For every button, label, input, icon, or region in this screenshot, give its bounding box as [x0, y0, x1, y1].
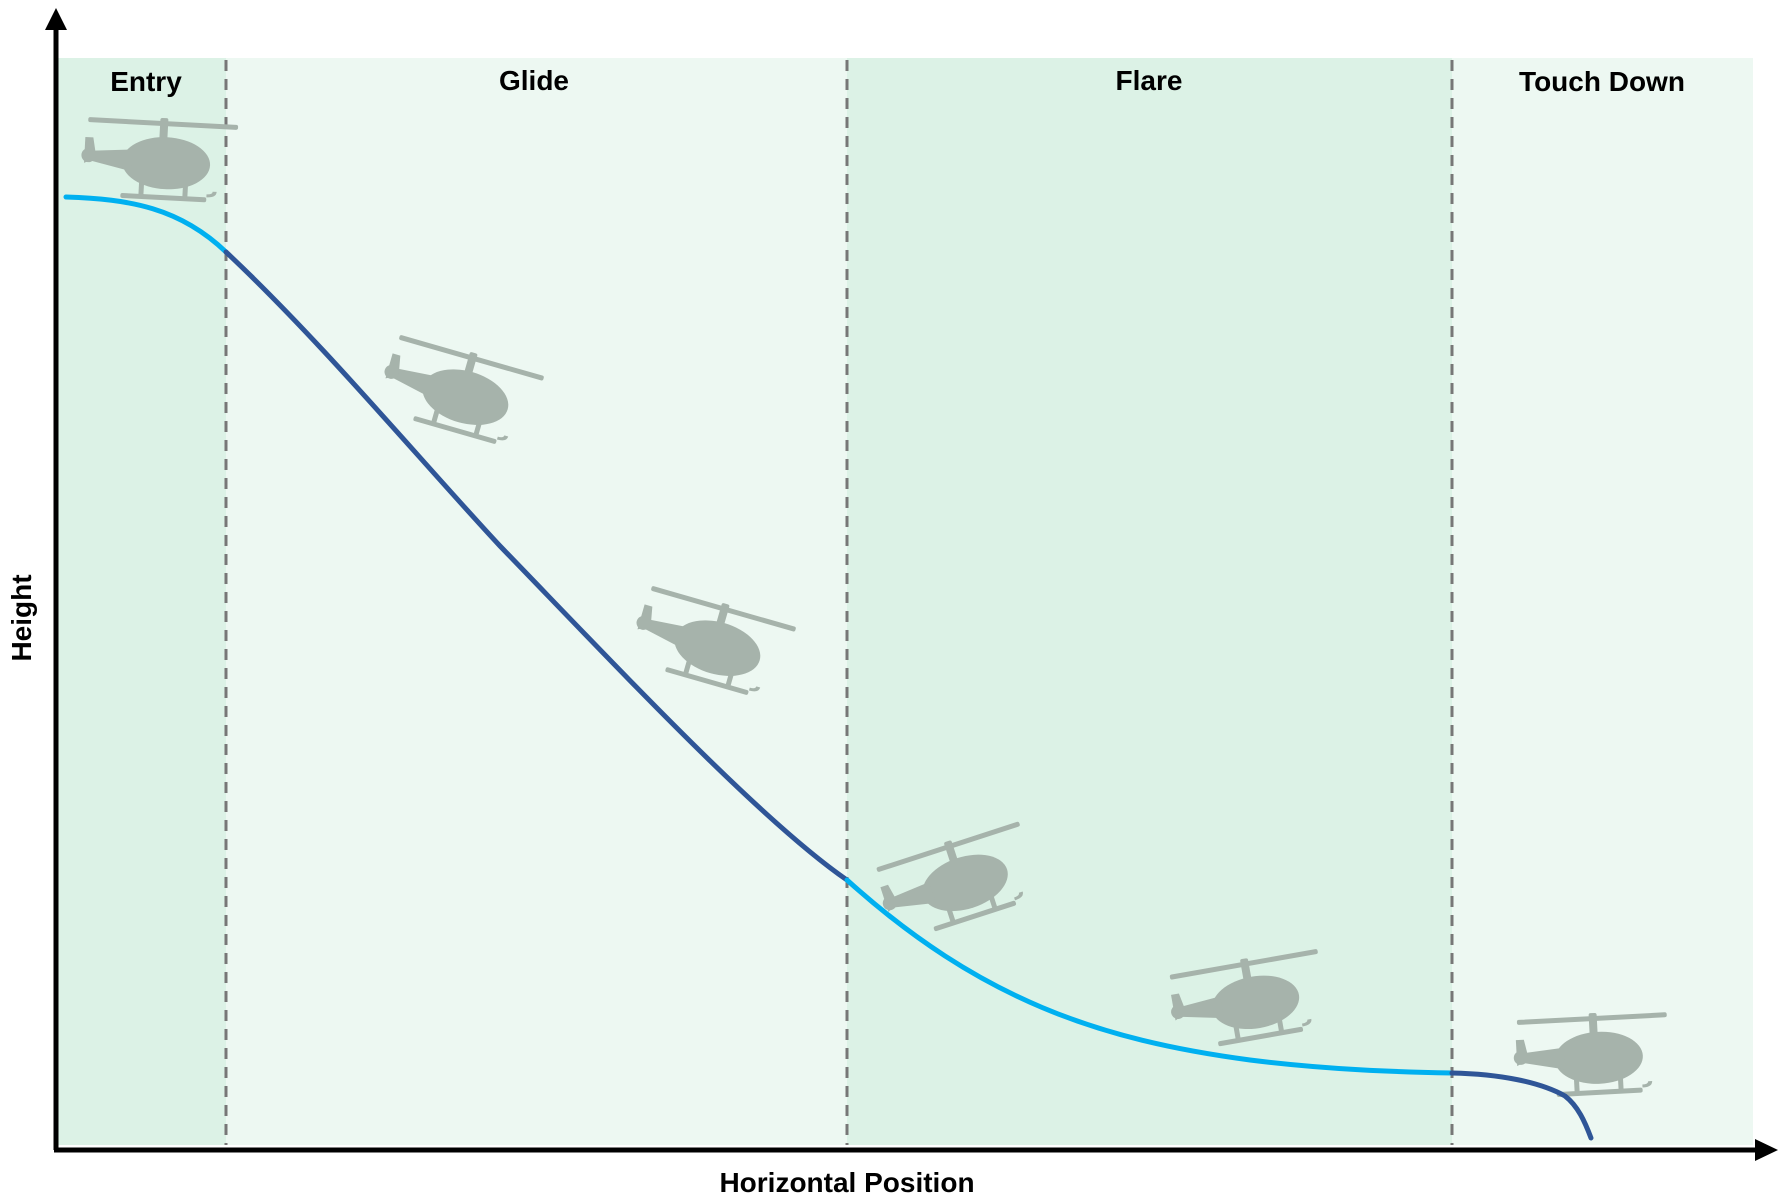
phase-band-glide [226, 58, 847, 1145]
trajectory-entry [63, 194, 229, 255]
y-axis-label: Height [6, 574, 37, 661]
trajectory-flare [844, 877, 1455, 1076]
phase-label-flare: Flare [1116, 65, 1183, 96]
phase-band-entry [58, 58, 226, 1145]
phase-band-flare [847, 58, 1452, 1145]
phase-label-touch-down: Touch Down [1519, 66, 1685, 97]
phase-label-entry: Entry [110, 66, 182, 97]
x-axis-label: Horizontal Position [719, 1167, 974, 1195]
x-axis-arrowhead [1755, 1139, 1778, 1161]
trajectory-glide [223, 249, 850, 883]
y-axis-arrowhead [45, 8, 67, 30]
trajectory-touch-down [1449, 1070, 1594, 1141]
phase-label-glide: Glide [499, 65, 569, 96]
phase-band-touch-down [1452, 58, 1753, 1145]
